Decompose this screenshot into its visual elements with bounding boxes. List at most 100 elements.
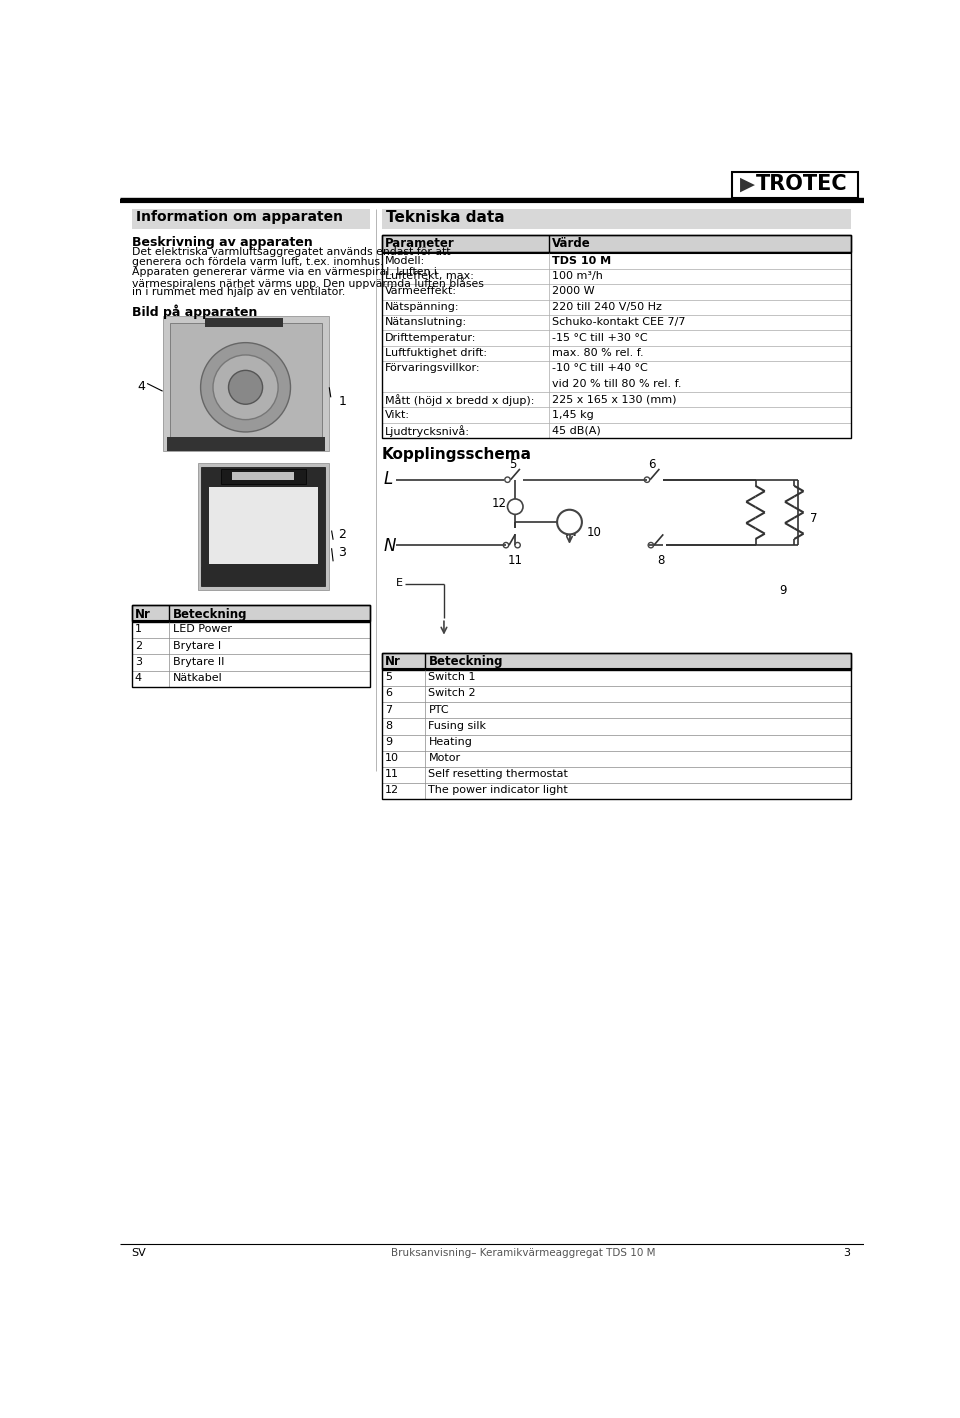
Text: L: L <box>383 471 393 488</box>
Bar <box>382 652 851 669</box>
Circle shape <box>508 499 523 515</box>
Text: 8: 8 <box>385 720 393 730</box>
Text: Luftfuktighet drift:: Luftfuktighet drift: <box>385 347 487 357</box>
Bar <box>382 391 851 407</box>
Bar <box>132 605 371 686</box>
Text: -15 °C till +30 °C: -15 °C till +30 °C <box>552 333 647 343</box>
Text: Nätspänning:: Nätspänning: <box>385 302 460 312</box>
Text: Beteckning: Beteckning <box>428 655 503 668</box>
Bar <box>170 323 322 445</box>
Text: Information om apparaten: Information om apparaten <box>135 210 343 224</box>
Text: 4: 4 <box>137 380 145 393</box>
Bar <box>382 346 851 362</box>
Bar <box>202 567 325 586</box>
Text: Beteckning: Beteckning <box>173 607 248 621</box>
Bar <box>221 469 306 485</box>
Text: E: E <box>396 579 403 588</box>
Text: Det elektriska varmluftsaggregatet används endast för att: Det elektriska varmluftsaggregatet använ… <box>132 247 450 257</box>
Text: PTC: PTC <box>428 705 449 715</box>
Bar <box>132 623 371 638</box>
Text: 8: 8 <box>657 554 664 567</box>
Bar <box>382 423 851 438</box>
Text: Switch 2: Switch 2 <box>428 688 476 699</box>
Bar <box>382 235 851 438</box>
Bar <box>382 669 851 686</box>
Text: 5: 5 <box>509 458 516 471</box>
Text: generera och fördela varm luft, t.ex. inomhus.: generera och fördela varm luft, t.ex. in… <box>132 257 383 267</box>
Text: Bruksanvisning– Keramikvärmeaggregat TDS 10 M: Bruksanvisning– Keramikvärmeaggregat TDS… <box>392 1248 656 1258</box>
Text: 2000 W: 2000 W <box>552 286 594 296</box>
Bar <box>732 173 858 199</box>
Text: Tekniska data: Tekniska data <box>386 210 504 225</box>
Bar <box>132 638 371 655</box>
Bar <box>132 208 371 228</box>
Text: -10 °C till +40 °C: -10 °C till +40 °C <box>552 363 647 373</box>
Bar <box>132 671 371 686</box>
Bar <box>132 605 371 621</box>
Text: Mått (höjd x bredd x djup):: Mått (höjd x bredd x djup): <box>385 394 535 406</box>
Bar <box>382 235 851 252</box>
Bar <box>382 750 851 767</box>
Bar <box>132 655 371 671</box>
Text: Vikt:: Vikt: <box>385 410 410 420</box>
Text: 10: 10 <box>385 753 399 763</box>
Text: Värmeeffekt:: Värmeeffekt: <box>385 286 457 296</box>
Text: Modell:: Modell: <box>385 255 425 265</box>
Text: N: N <box>383 537 396 556</box>
Text: Fusing silk: Fusing silk <box>428 720 487 730</box>
Bar <box>382 269 851 284</box>
Bar <box>209 488 318 564</box>
Text: Nätkabel: Nätkabel <box>173 674 223 683</box>
Bar <box>382 652 851 669</box>
Text: 11: 11 <box>385 769 399 780</box>
Text: 220 till 240 V/50 Hz: 220 till 240 V/50 Hz <box>552 302 661 312</box>
Text: 5: 5 <box>385 672 392 682</box>
Text: TDS 10 M: TDS 10 M <box>552 255 611 265</box>
Bar <box>382 719 851 735</box>
Bar <box>382 735 851 750</box>
Text: Nätanslutning:: Nätanslutning: <box>385 318 468 328</box>
Text: Self resetting thermostat: Self resetting thermostat <box>428 769 568 780</box>
Text: 6: 6 <box>385 688 392 699</box>
Bar <box>382 330 851 346</box>
Bar <box>382 783 851 800</box>
Bar <box>382 208 851 228</box>
Text: Bild på apparaten: Bild på apparaten <box>132 305 257 319</box>
Text: 12: 12 <box>385 786 399 795</box>
Text: 225 x 165 x 130 (mm): 225 x 165 x 130 (mm) <box>552 394 676 404</box>
Text: Motor: Motor <box>428 753 461 763</box>
Bar <box>132 605 371 621</box>
Text: 12: 12 <box>492 498 507 510</box>
Text: värmespiralens närhet värms upp. Den uppvärmda luften blåses: värmespiralens närhet värms upp. Den upp… <box>132 277 484 289</box>
Circle shape <box>228 370 263 404</box>
Text: vid 20 % till 80 % rel. f.: vid 20 % till 80 % rel. f. <box>552 379 682 389</box>
Text: 6: 6 <box>649 458 656 471</box>
Text: 4: 4 <box>134 674 142 683</box>
Text: Lufteffekt, max:: Lufteffekt, max: <box>385 271 474 281</box>
Text: Brytare I: Brytare I <box>173 641 221 651</box>
Bar <box>382 767 851 783</box>
Bar <box>382 702 851 719</box>
Bar <box>382 254 851 269</box>
Circle shape <box>557 509 582 535</box>
Text: 1,45 kg: 1,45 kg <box>552 410 593 420</box>
Text: 100 m³/h: 100 m³/h <box>552 271 603 281</box>
Text: Kopplingsschema: Kopplingsschema <box>382 447 532 462</box>
Circle shape <box>213 354 278 420</box>
Bar <box>382 686 851 702</box>
Bar <box>382 362 851 391</box>
Text: 1: 1 <box>339 396 347 408</box>
Bar <box>205 318 283 328</box>
Text: Brytare II: Brytare II <box>173 657 224 666</box>
Text: 9: 9 <box>779 584 786 597</box>
Text: Värde: Värde <box>552 237 590 250</box>
Text: Nr: Nr <box>385 655 401 668</box>
Bar <box>382 315 851 330</box>
Text: LED Power: LED Power <box>173 624 231 634</box>
Bar <box>382 407 851 423</box>
Bar <box>162 316 329 451</box>
Text: Förvaringsvillkor:: Förvaringsvillkor: <box>385 363 481 373</box>
Text: 3: 3 <box>134 657 142 666</box>
Text: 3: 3 <box>843 1248 850 1258</box>
Text: ▶: ▶ <box>740 174 755 194</box>
